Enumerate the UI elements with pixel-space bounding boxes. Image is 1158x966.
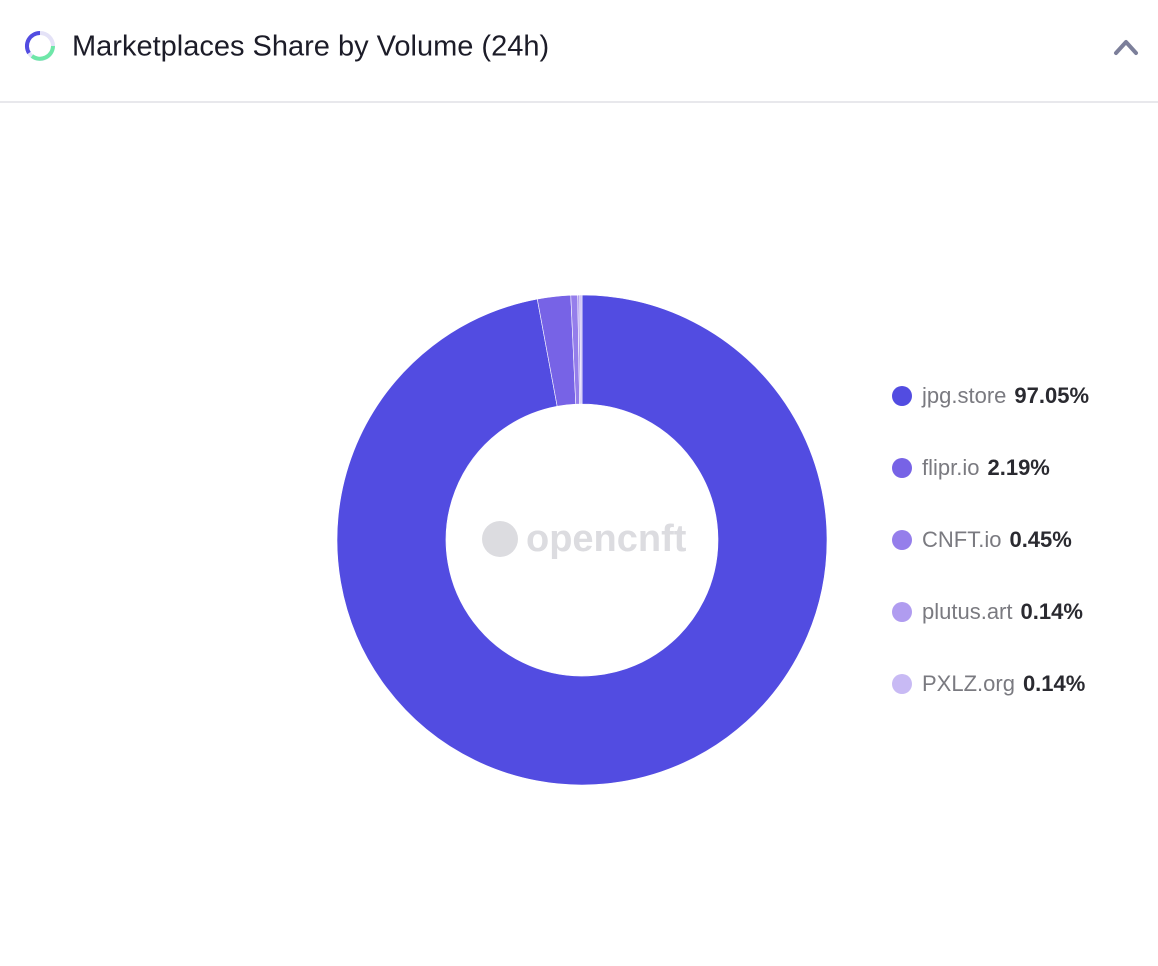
legend-value: 97.05% [1014,383,1089,408]
legend-label: plutus.art [922,599,1013,624]
legend-value: 2.19% [987,455,1049,480]
legend-swatch [892,674,912,694]
watermark-logo [482,521,518,557]
donut [336,294,828,786]
watermark: opencnft [526,518,687,560]
legend-label: CNFT.io [922,527,1001,552]
legend-value: 0.14% [1021,599,1083,624]
legend-label: jpg.store [921,383,1006,408]
donut-slice [336,294,828,786]
title-icon-arc [24,30,41,55]
legend-value: 0.45% [1009,527,1071,552]
title-icon-arc [30,45,55,61]
legend-swatch [892,386,912,406]
legend-label: PXLZ.org [922,671,1015,696]
legend-swatch [892,530,912,550]
legend-swatch [892,602,912,622]
collapse-button[interactable] [1114,40,1138,55]
legend-label: flipr.io [922,455,979,480]
legend-value: 0.14% [1023,671,1085,696]
legend: jpg.store 97.05% flipr.io 2.19% CNFT.io 0.45%… [892,383,1089,696]
legend-swatch [892,458,912,478]
donut-slice [579,294,583,405]
chart-title: Marketplaces Share by Volume (24h) [72,31,549,63]
